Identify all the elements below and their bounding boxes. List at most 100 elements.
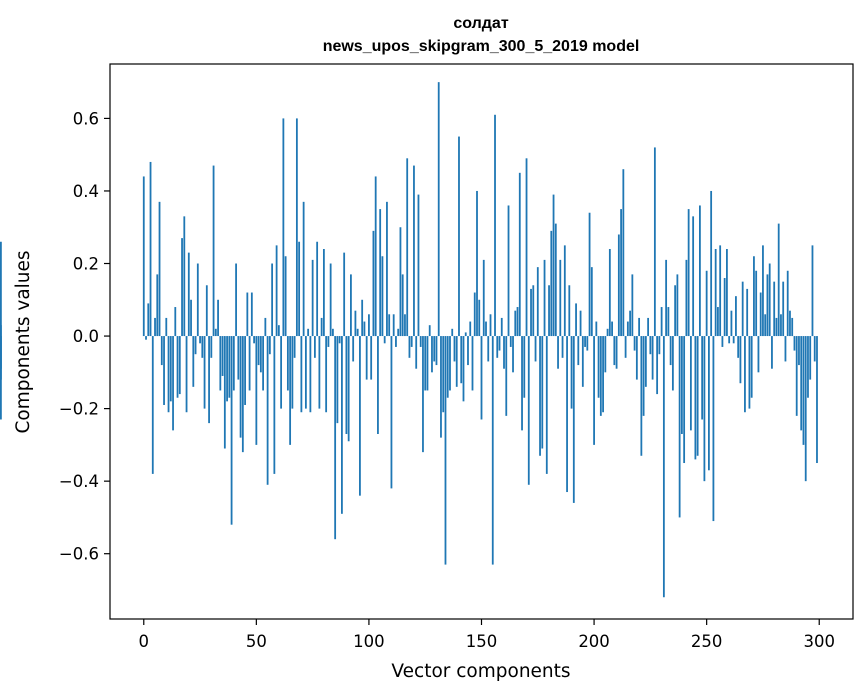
bar xyxy=(800,336,803,431)
chart-title: солдат xyxy=(453,15,508,32)
bar xyxy=(178,336,181,395)
bar xyxy=(784,336,787,362)
bar xyxy=(653,147,656,337)
x-tick-label: 250 xyxy=(691,632,723,651)
bar xyxy=(199,336,201,344)
bar xyxy=(739,336,742,384)
bar xyxy=(717,307,719,337)
bar xyxy=(286,336,289,391)
bar xyxy=(753,256,755,337)
bar xyxy=(485,321,487,337)
bar xyxy=(523,336,526,398)
bar xyxy=(205,285,208,337)
bar xyxy=(624,336,627,358)
bar xyxy=(671,336,674,391)
bar xyxy=(633,336,636,351)
bar xyxy=(156,274,159,337)
bar xyxy=(476,190,478,337)
y-tick-label: 0.0 xyxy=(73,327,99,346)
bar xyxy=(505,336,508,416)
bar xyxy=(230,336,233,525)
bar xyxy=(338,336,341,344)
bar xyxy=(500,317,503,337)
bar xyxy=(386,201,388,337)
bar xyxy=(295,118,298,337)
bar xyxy=(631,274,634,337)
bar xyxy=(518,172,521,337)
bar xyxy=(604,336,607,373)
bar xyxy=(766,274,769,337)
bar xyxy=(262,336,264,391)
bar xyxy=(253,336,255,344)
bar xyxy=(577,336,580,366)
bar xyxy=(190,299,192,337)
y-axis-label: Components values xyxy=(13,250,34,433)
bar xyxy=(370,336,373,380)
bar xyxy=(694,336,697,460)
bar xyxy=(617,234,620,337)
bar xyxy=(248,336,251,391)
bar xyxy=(712,336,715,522)
bar xyxy=(593,336,595,445)
bar xyxy=(176,336,179,398)
y-tick-label: 0.4 xyxy=(73,182,99,201)
bar xyxy=(309,336,312,413)
bar xyxy=(259,336,262,373)
bar xyxy=(417,194,420,337)
bar xyxy=(404,314,406,337)
bar xyxy=(541,336,544,449)
bar xyxy=(214,328,217,337)
bar xyxy=(775,317,778,337)
bar xyxy=(563,245,566,337)
bar xyxy=(579,310,582,337)
bar xyxy=(683,336,686,464)
bar xyxy=(268,336,271,355)
bar xyxy=(744,336,746,413)
y-tick-label: −0.4 xyxy=(59,472,99,491)
bar xyxy=(807,336,809,398)
bar xyxy=(622,169,625,337)
bar xyxy=(408,336,411,358)
bar xyxy=(629,310,631,337)
x-axis: 0 50 100 150 200 250 300 xyxy=(139,619,835,651)
bar xyxy=(379,209,382,337)
bar xyxy=(388,314,391,337)
bar xyxy=(458,136,460,337)
bar xyxy=(322,249,325,337)
bar xyxy=(239,336,242,438)
bar xyxy=(356,328,359,337)
bar xyxy=(399,227,402,337)
bar xyxy=(316,241,319,337)
bar xyxy=(660,307,663,337)
bar xyxy=(572,336,575,503)
bar xyxy=(543,259,546,337)
bar xyxy=(575,303,577,337)
bar xyxy=(167,336,170,413)
bar xyxy=(318,336,321,409)
bar xyxy=(446,336,449,398)
bar xyxy=(786,270,789,337)
bar xyxy=(482,259,485,337)
bar xyxy=(759,292,762,337)
bar xyxy=(428,325,431,337)
bar xyxy=(638,317,641,337)
bar xyxy=(383,336,386,344)
bar xyxy=(514,310,517,337)
bar xyxy=(496,336,499,358)
bar xyxy=(588,212,591,337)
bar xyxy=(307,328,310,337)
bar xyxy=(534,336,537,362)
bar xyxy=(300,336,303,413)
bar xyxy=(791,317,794,337)
bar xyxy=(228,336,231,398)
bar xyxy=(255,336,258,445)
bar xyxy=(185,336,188,413)
bar xyxy=(509,336,512,347)
bar xyxy=(757,336,760,373)
bar xyxy=(298,241,301,337)
bar xyxy=(590,267,593,337)
bar xyxy=(813,336,816,362)
bar xyxy=(241,336,244,453)
bar xyxy=(374,176,377,337)
bar xyxy=(442,336,445,413)
